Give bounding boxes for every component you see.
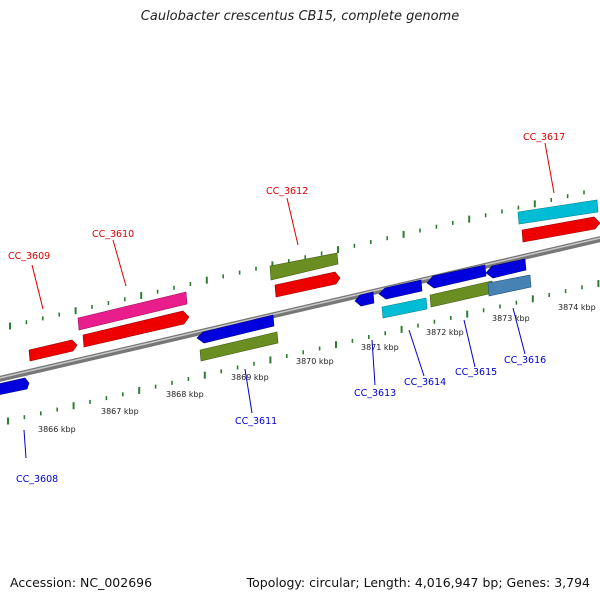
- scale-label: 3868 kbp: [166, 390, 204, 399]
- gene-feature[interactable]: [517, 199, 599, 225]
- scale-label: 3867 kbp: [101, 407, 139, 416]
- gene-features: [0, 199, 600, 395]
- gene-feature[interactable]: [426, 264, 487, 289]
- gene-label[interactable]: CC_3609: [8, 251, 50, 262]
- scale-label: 3873 kbp: [492, 314, 530, 323]
- label-leaders: [23, 142, 555, 459]
- gene-feature[interactable]: [269, 252, 339, 281]
- gene-feature[interactable]: [82, 310, 190, 348]
- scale-label: 3870 kbp: [296, 357, 334, 366]
- gene-label[interactable]: CC_3612: [266, 186, 308, 197]
- genome-backbone: [0, 236, 600, 382]
- gene-feature[interactable]: [274, 271, 341, 298]
- gene-label[interactable]: CC_3614: [404, 377, 446, 388]
- accession-text: Accession: NC_002696: [10, 575, 153, 590]
- gene-feature[interactable]: [381, 297, 428, 319]
- scale-labels: 3866 kbp 3867 kbp 3868 kbp 3869 kbp 3870…: [38, 303, 596, 434]
- gene-label[interactable]: CC_3611: [235, 416, 277, 427]
- forward-tick-row: [9, 190, 585, 330]
- scale-label: 3872 kbp: [426, 328, 464, 337]
- gene-feature[interactable]: [485, 258, 527, 279]
- gene-feature[interactable]: [77, 291, 188, 331]
- scale-label: 3871 kbp: [361, 343, 399, 352]
- reverse-tick-row: [7, 280, 600, 425]
- gene-label[interactable]: CC_3615: [455, 367, 497, 378]
- gene-feature[interactable]: [199, 331, 279, 362]
- gene-feature[interactable]: [354, 291, 375, 307]
- gene-label[interactable]: CC_3610: [92, 229, 134, 240]
- gene-label[interactable]: CC_3613: [354, 388, 396, 399]
- gene-feature[interactable]: [0, 377, 30, 395]
- scale-label: 3866 kbp: [38, 425, 76, 434]
- scale-label: 3874 kbp: [558, 303, 596, 312]
- gene-feature[interactable]: [487, 274, 532, 297]
- gene-feature[interactable]: [28, 339, 78, 362]
- genome-stats-text: Topology: circular; Length: 4,016,947 bp…: [246, 575, 590, 590]
- gene-feature[interactable]: [196, 314, 275, 344]
- gene-label[interactable]: CC_3608: [16, 474, 58, 485]
- gene-feature[interactable]: [521, 216, 600, 243]
- gene-label[interactable]: CC_3617: [523, 132, 565, 143]
- map-title: Caulobacter crescentus CB15, complete ge…: [140, 9, 460, 24]
- gene-labels: CC_3608 CC_3609 CC_3610 CC_3611 CC_3612 …: [8, 132, 565, 485]
- gene-label[interactable]: CC_3616: [504, 355, 546, 366]
- gene-feature[interactable]: [378, 279, 423, 300]
- scale-label: 3869 kbp: [231, 373, 269, 382]
